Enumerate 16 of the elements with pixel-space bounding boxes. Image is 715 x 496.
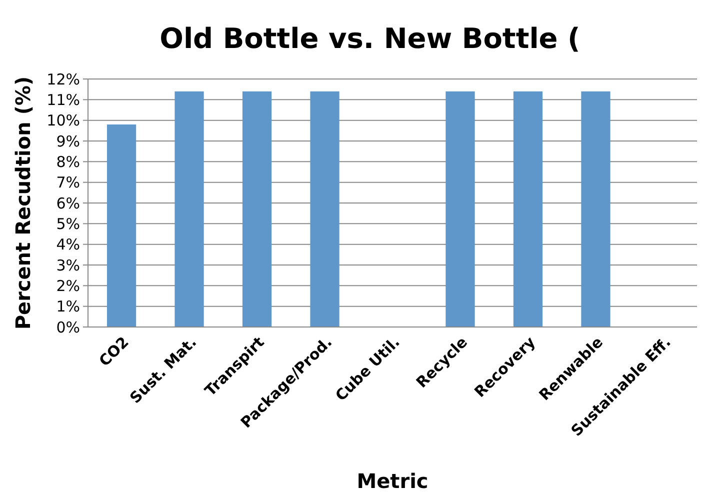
y-tick-label: 11% bbox=[46, 90, 80, 109]
y-tick-label: 2% bbox=[56, 276, 80, 295]
y-tick-label: 12% bbox=[46, 70, 80, 88]
y-tick-label: 0% bbox=[56, 318, 80, 336]
y-tick-label: 5% bbox=[56, 214, 80, 233]
y-tick-label: 9% bbox=[56, 132, 80, 150]
y-tick-label: 10% bbox=[46, 112, 80, 130]
y-tick-label: 4% bbox=[56, 236, 80, 254]
y-axis-title: Percent Recudtion (%) bbox=[11, 76, 35, 330]
chart-title: Old Bottle vs. New Bottle ( bbox=[160, 22, 580, 55]
y-tick-label: 6% bbox=[56, 194, 80, 212]
y-tick-label: 1% bbox=[56, 298, 80, 316]
y-tick-label: 8% bbox=[56, 152, 80, 171]
y-tick-label: 7% bbox=[56, 174, 80, 192]
y-tick-label: 3% bbox=[56, 256, 80, 274]
x-axis-title: Metric bbox=[356, 469, 428, 493]
